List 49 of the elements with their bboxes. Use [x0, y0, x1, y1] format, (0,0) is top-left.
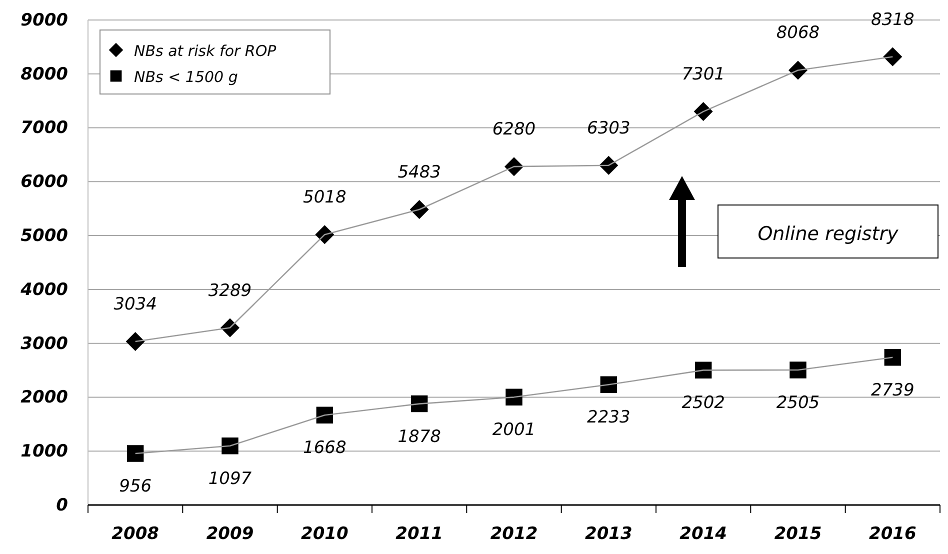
y-tick-label: 2000: [20, 388, 68, 408]
y-tick-label: 5000: [20, 226, 68, 246]
x-tick-label: 2010: [301, 524, 348, 544]
x-tick-label: 2014: [680, 524, 727, 544]
x-tick-label: 2016: [869, 524, 916, 544]
data-label: 6280: [492, 120, 536, 140]
data-label: 8068: [776, 23, 820, 44]
y-tick-label: 4000: [20, 280, 68, 300]
data-label: 5483: [398, 162, 441, 183]
point: [126, 445, 144, 462]
data-label: 1668: [303, 438, 346, 458]
y-tick-label: 1000: [20, 442, 68, 462]
data-label: 2001: [492, 420, 536, 440]
point: [222, 438, 238, 454]
x-tick-label: 2015: [774, 524, 822, 544]
data-label: 3289: [208, 280, 252, 301]
data-label: 3034: [114, 294, 157, 314]
x-tick-label: 2012: [490, 524, 538, 544]
annotation: Online registry: [758, 223, 900, 245]
data-label: 6303: [587, 118, 630, 138]
point: [600, 376, 618, 394]
data-label: 7301: [682, 64, 725, 85]
x-tick-label: 2013: [585, 524, 632, 544]
data-label: 5018: [303, 188, 346, 208]
point: [506, 388, 522, 406]
data-label: 2502: [682, 393, 725, 414]
data-label: 1878: [398, 426, 442, 447]
y-tick-label: 6000: [20, 172, 68, 192]
legend-label: NBs < 1500 g: [134, 68, 238, 86]
point: [126, 332, 145, 351]
point: [884, 349, 902, 366]
legend-label: NBs at risk for ROP: [134, 42, 278, 60]
y-tick-label: 9000: [20, 10, 68, 30]
y-tick-label: 0: [56, 495, 68, 516]
point: [790, 362, 806, 378]
data-label: 8318: [871, 10, 914, 30]
data-label: 1097: [208, 468, 252, 489]
data-label: 956: [119, 476, 152, 496]
y-tick-label: 8000: [20, 64, 68, 84]
y-tick-label: 7000: [20, 118, 68, 138]
y-tick-label: 3000: [20, 334, 68, 354]
x-tick-label: 2011: [396, 524, 443, 544]
data-label: 2505: [776, 393, 820, 414]
x-tick-label: 2009: [206, 524, 254, 544]
x-tick-label: 2008: [112, 524, 160, 544]
point: [883, 47, 902, 66]
data-label: 2233: [587, 408, 630, 428]
data-label: 2739: [871, 380, 914, 400]
point: [316, 406, 334, 424]
